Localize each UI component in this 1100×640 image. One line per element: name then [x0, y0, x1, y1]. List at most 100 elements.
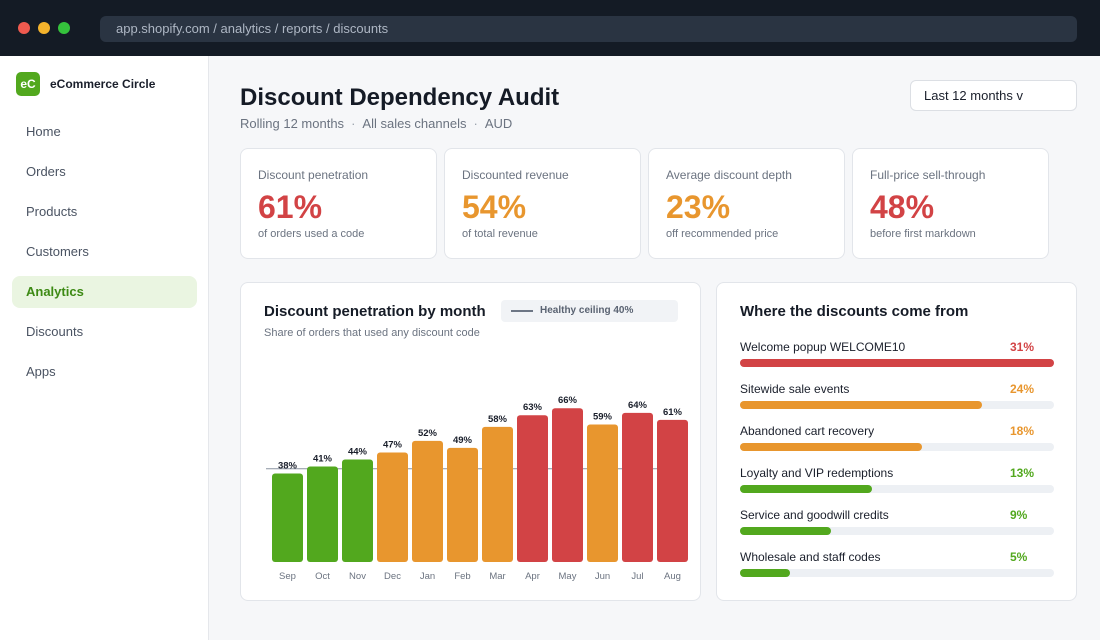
- discount-source-row: Welcome popup WELCOME10 31%: [740, 340, 1054, 374]
- address-bar[interactable]: app.shopify.com / analytics / reports / …: [100, 16, 1077, 42]
- kpi-card-average-discount-depth: Average discount depth 23% off recommend…: [648, 148, 845, 259]
- chart-bar: [412, 440, 443, 562]
- sidebar-item-discounts[interactable]: Discounts: [26, 324, 84, 339]
- kpi-label: Full-price sell-through: [870, 168, 986, 182]
- brand-name: eCommerce Circle: [50, 77, 156, 91]
- sidebar-item-apps[interactable]: Apps: [26, 364, 56, 379]
- x-tick-label: Feb: [454, 571, 470, 582]
- x-tick-label: Nov: [349, 571, 366, 582]
- penetration-bar-chart: 38% Sep 41% Oct 44% Nov 47% Dec 52% Jan 49% Feb 58% M…: [266, 395, 688, 582]
- sidebar-item-analytics[interactable]: Analytics: [12, 276, 197, 308]
- source-label: Welcome popup WELCOME10: [740, 340, 906, 354]
- source-label: Service and goodwill credits: [740, 508, 889, 522]
- bar-data-label: 44%: [348, 446, 368, 457]
- discount-source-row: Sitewide sale events 24%: [740, 382, 1054, 416]
- kpi-note: of orders used a code: [258, 228, 365, 240]
- source-label: Sitewide sale events: [740, 382, 850, 396]
- reference-line-swatch: [511, 310, 533, 312]
- source-bar-track: [740, 569, 1054, 577]
- chart-title: Discount penetration by month: [264, 303, 486, 320]
- source-bar-fill: [740, 485, 872, 493]
- source-bar-track: [740, 401, 1054, 409]
- legend-label: Healthy ceiling 40%: [540, 305, 634, 316]
- sidebar-item-products[interactable]: Products: [26, 204, 78, 219]
- penetration-chart-panel: 38% Sep 41% Oct 44% Nov 47% Dec 52% Jan 49% Feb 58% M…: [240, 282, 701, 601]
- kpi-note: off recommended price: [666, 228, 779, 240]
- source-percentage: 24%: [1010, 382, 1035, 396]
- kpi-label: Discounted revenue: [462, 168, 569, 182]
- subtitle-currency: AUD: [484, 116, 513, 131]
- sidebar-item-orders[interactable]: Orders: [26, 164, 66, 179]
- bar-data-label: 47%: [383, 439, 403, 450]
- source-bar-track: [740, 485, 1054, 493]
- bar-data-label: 38%: [278, 460, 298, 471]
- minimize-window-button[interactable]: [38, 22, 50, 34]
- date-range-select[interactable]: Last 12 months v: [910, 80, 1077, 111]
- chart-bar: [482, 426, 513, 562]
- source-bar-fill: [740, 359, 1054, 367]
- kpi-value: 48%: [870, 189, 935, 225]
- source-bar-track: [740, 443, 1054, 451]
- close-window-button[interactable]: [18, 22, 30, 34]
- x-tick-label: Jul: [631, 571, 643, 582]
- chart-bar: [587, 424, 618, 562]
- x-tick-label: Sep: [279, 571, 296, 582]
- bar-data-label: 41%: [313, 453, 333, 464]
- kpi-label: Discount penetration: [258, 168, 369, 182]
- subtitle-channels: All sales channels: [362, 116, 467, 131]
- x-tick-label: Dec: [384, 571, 401, 582]
- brand[interactable]: eC eCommerce Circle: [16, 72, 155, 96]
- maximize-window-button[interactable]: [58, 22, 70, 34]
- discount-source-row: Wholesale and staff codes 5%: [740, 550, 1054, 584]
- kpi-label: Average discount depth: [666, 168, 792, 182]
- sidebar-item-customers[interactable]: Customers: [26, 244, 89, 259]
- chart-bar: [342, 459, 373, 562]
- chart-bar: [307, 466, 338, 562]
- x-tick-label: Aug: [664, 571, 681, 582]
- subtitle-separator: ·: [351, 116, 356, 131]
- kpi-card-discounted-revenue: Discounted revenue 54% of total revenue: [444, 148, 641, 259]
- sources-title: Where the discounts come from: [740, 303, 969, 320]
- x-tick-label: May: [559, 571, 577, 582]
- source-bar-fill: [740, 569, 791, 577]
- source-percentage: 5%: [1010, 550, 1028, 564]
- source-percentage: 9%: [1010, 508, 1028, 522]
- source-bar-track: [740, 359, 1054, 367]
- source-percentage: 13%: [1010, 466, 1035, 480]
- kpi-value: 23%: [666, 189, 731, 225]
- page-subtitle: Rolling 12 months · All sales channels · AUD: [240, 116, 512, 131]
- bar-data-label: 61%: [663, 407, 683, 418]
- source-percentage: 18%: [1010, 424, 1035, 438]
- chart-bar: [657, 419, 688, 562]
- source-bar-fill: [740, 443, 923, 451]
- bar-data-label: 49%: [453, 435, 473, 446]
- chart-bar: [552, 408, 583, 562]
- page-title: Discount Dependency Audit: [240, 84, 560, 111]
- source-label: Abandoned cart recovery: [740, 424, 875, 438]
- chart-bar: [377, 452, 408, 562]
- source-percentage: 31%: [1010, 340, 1035, 354]
- source-bar-track: [740, 527, 1054, 535]
- source-label: Loyalty and VIP redemptions: [740, 466, 894, 480]
- discount-source-row: Abandoned cart recovery 18%: [740, 424, 1054, 458]
- kpi-value: 54%: [462, 189, 527, 225]
- kpi-card-discount-penetration: Discount penetration 61% of orders used …: [240, 148, 437, 259]
- chart-subtitle: Share of orders that used any discount c…: [264, 327, 480, 339]
- chart-bar: [622, 412, 653, 562]
- browser-chrome: app.shopify.com / analytics / reports / …: [0, 0, 1100, 56]
- kpi-note: before first markdown: [870, 228, 976, 240]
- x-tick-label: Jan: [420, 571, 435, 582]
- sidebar: eC eCommerce Circle Home Orders Products…: [0, 56, 209, 640]
- subtitle-separator: ·: [473, 116, 478, 131]
- kpi-note: of total revenue: [462, 228, 538, 240]
- chart-bar: [272, 473, 303, 562]
- kpi-value: 61%: [258, 189, 323, 225]
- subtitle-period: Rolling 12 months: [240, 116, 345, 131]
- brand-logo: eC: [16, 72, 40, 96]
- x-tick-label: Apr: [525, 571, 540, 582]
- source-label: Wholesale and staff codes: [740, 550, 881, 564]
- discount-source-row: Loyalty and VIP redemptions 13%: [740, 466, 1054, 500]
- kpi-card-full-price-sell-through: Full-price sell-through 48% before first…: [852, 148, 1049, 259]
- sidebar-item-home[interactable]: Home: [26, 124, 61, 139]
- x-tick-label: Oct: [315, 571, 330, 582]
